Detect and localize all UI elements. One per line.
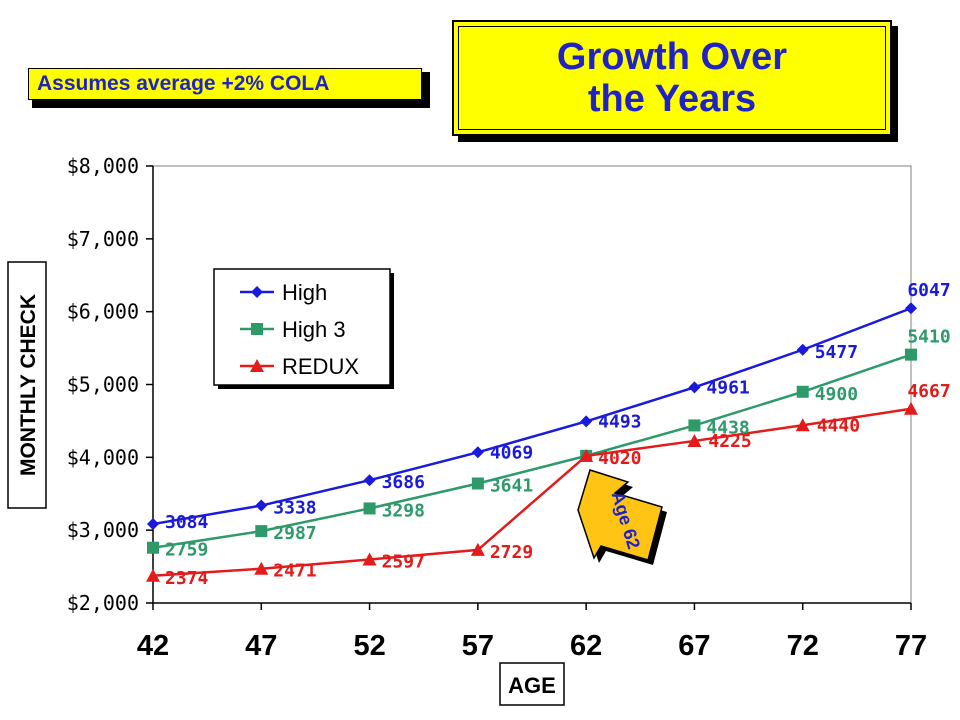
- data-label-redux: 2729: [490, 542, 533, 563]
- data-label-high: 3084: [165, 512, 209, 533]
- legend-marker-high: [251, 286, 263, 298]
- data-point-redux: [579, 448, 594, 462]
- data-label-high: 4069: [490, 442, 533, 463]
- legend: High High 3 REDUX: [213, 268, 394, 389]
- legend-label-high-3: High 3: [282, 317, 346, 342]
- y-tick-label: $8,000: [67, 154, 139, 178]
- x-axis-title: AGE: [508, 673, 556, 698]
- legend-marker-redux: [250, 359, 264, 372]
- data-label-high-3: 4900: [815, 384, 858, 405]
- data-label-high: 6047: [907, 280, 950, 301]
- data-point-high: [580, 415, 593, 428]
- data-point-high-3: [796, 385, 809, 398]
- data-label-high-3: 5410: [907, 327, 950, 348]
- data-point-high: [471, 446, 484, 459]
- x-axis-title-box: [499, 662, 565, 706]
- series-line-high-3: [152, 353, 912, 549]
- data-point-high-3: [363, 502, 376, 515]
- age-62-callout: Age 62: [577, 469, 667, 565]
- legend-label-high: High: [282, 280, 327, 305]
- title-inner-border: Growth Over the Years: [458, 26, 886, 130]
- data-label-high: 5477: [815, 342, 858, 363]
- data-label-high: 3338: [273, 498, 316, 519]
- y-axis: $2,000 $3,000 $4,000 $5,000 $6,000 $7,000 $8,0…: [67, 154, 154, 615]
- data-point-redux: [146, 568, 160, 582]
- series-line-redux: [152, 407, 912, 578]
- x-tick-label: 57: [462, 630, 494, 662]
- chart-title-line2: the Years: [587, 78, 757, 120]
- y-axis-title-box: [7, 261, 47, 509]
- data-label-high-3: 3298: [382, 500, 425, 521]
- legend-label-redux: REDUX: [282, 354, 359, 379]
- series-line-high: [152, 307, 912, 526]
- x-tick-label: 52: [353, 630, 385, 662]
- data-label-high-3: 2759: [165, 540, 208, 561]
- data-point-high: [905, 302, 917, 315]
- data-label-redux: 2374: [165, 568, 209, 589]
- data-label-high: 3686: [382, 472, 425, 493]
- data-point-high-3: [471, 477, 484, 490]
- data-label-redux: 2471: [273, 561, 316, 582]
- cola-note-box: Assumes average +2% COLA: [28, 68, 430, 108]
- y-tick-label: $4,000: [67, 445, 139, 469]
- series-layer: [146, 302, 918, 582]
- data-label-redux: 4667: [907, 381, 950, 402]
- y-tick-label: $7,000: [67, 227, 139, 251]
- y-tick-label: $2,000: [67, 591, 139, 615]
- data-point-redux: [795, 418, 810, 432]
- data-label-high: 4493: [598, 411, 641, 432]
- data-point-high: [796, 343, 809, 356]
- data-label-redux: 4225: [708, 431, 751, 452]
- x-axis: 42 47 52 57 62 67 72 77: [137, 602, 927, 662]
- data-point-high: [255, 499, 268, 512]
- data-point-high-3: [255, 525, 268, 538]
- x-tick-label: 42: [137, 630, 169, 662]
- data-label-high: 4961: [706, 377, 749, 398]
- data-point-high-3: [905, 348, 917, 361]
- data-point-redux: [687, 433, 702, 447]
- data-label-layer: 3084 3338 3686 4069 4493 4961 5477 6047 2759 2987…: [165, 280, 951, 589]
- legend-marker-high-3: [251, 323, 263, 335]
- title-panel: Growth Over the Years: [452, 20, 892, 136]
- y-tick-label: $5,000: [67, 373, 139, 397]
- y-tick-label: $3,000: [67, 518, 139, 542]
- x-tick-label: 77: [895, 630, 927, 662]
- age-62-arrow-face: [577, 469, 663, 561]
- x-tick-label: 67: [678, 630, 710, 662]
- data-point-high: [363, 474, 376, 487]
- data-point-high: [147, 518, 159, 531]
- data-point-high-3: [688, 419, 701, 432]
- x-tick-label: 47: [245, 630, 277, 662]
- title-box: Growth Over the Years: [452, 20, 898, 142]
- x-tick-label: 72: [787, 630, 819, 662]
- data-label-high-3: 2987: [273, 523, 316, 544]
- data-point-redux: [254, 561, 269, 575]
- data-label-redux: 4020: [598, 448, 641, 469]
- data-point-high-3: [147, 541, 159, 554]
- data-point-redux: [470, 542, 485, 556]
- data-label-high-3: 3641: [490, 475, 533, 496]
- x-tick-label: 62: [570, 630, 602, 662]
- chart-title-line1: Growth Over: [556, 36, 788, 78]
- y-tick-label: $6,000: [67, 300, 139, 324]
- data-point-redux: [904, 401, 918, 415]
- data-label-redux: 4440: [817, 415, 860, 436]
- y-axis-title: MONTHLY CHECK: [17, 294, 40, 476]
- cola-note-text: Assumes average +2% COLA: [37, 72, 330, 95]
- data-label-redux: 2597: [382, 552, 425, 573]
- data-point-high: [688, 381, 701, 394]
- data-label-high-3: 4438: [706, 417, 749, 438]
- data-point-redux: [362, 552, 377, 566]
- axis-titles: MONTHLY CHECK AGE: [7, 261, 565, 706]
- cola-note-panel: Assumes average +2% COLA: [28, 68, 422, 100]
